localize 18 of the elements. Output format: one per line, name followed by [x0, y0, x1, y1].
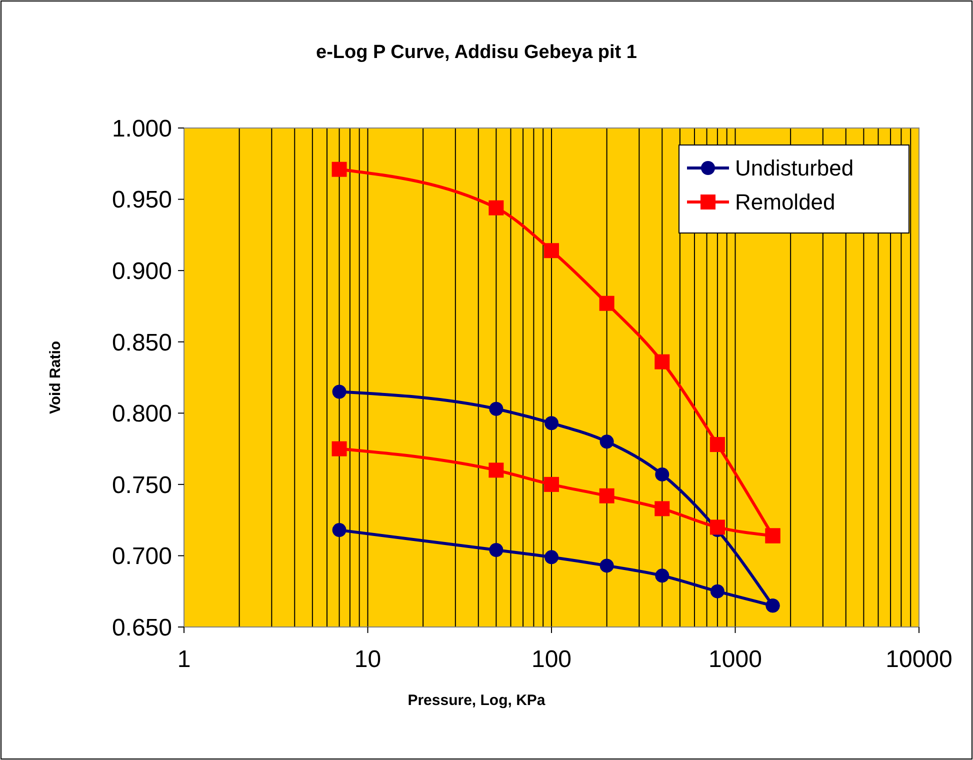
y-tick-label: 0.800 — [112, 400, 172, 428]
chart-title: e-Log P Curve, Addisu Gebeya pit 1 — [316, 42, 638, 63]
y-tick-label: 0.700 — [112, 543, 172, 570]
x-tick-label: 1 — [177, 646, 191, 673]
y-tick-label: 0.950 — [112, 186, 172, 214]
x-axis-title: Pressure, Log, KPa — [408, 692, 546, 709]
y-tick-label: 1.000 — [112, 115, 172, 142]
legend-label: Undisturbed — [735, 156, 854, 181]
y-axis-title: Void Ratio — [47, 340, 64, 414]
x-tick-label: 10 — [354, 646, 382, 673]
x-tick-label: 10000 — [886, 646, 952, 673]
legend-label: Remolded — [735, 190, 836, 215]
y-tick-label: 0.750 — [112, 472, 172, 499]
y-tick-label: 0.900 — [112, 258, 172, 285]
x-tick-label: 1000 — [708, 646, 762, 673]
x-tick-label: 100 — [531, 646, 572, 673]
y-tick-label: 0.650 — [112, 614, 172, 642]
y-tick-label: 0.850 — [112, 329, 172, 356]
